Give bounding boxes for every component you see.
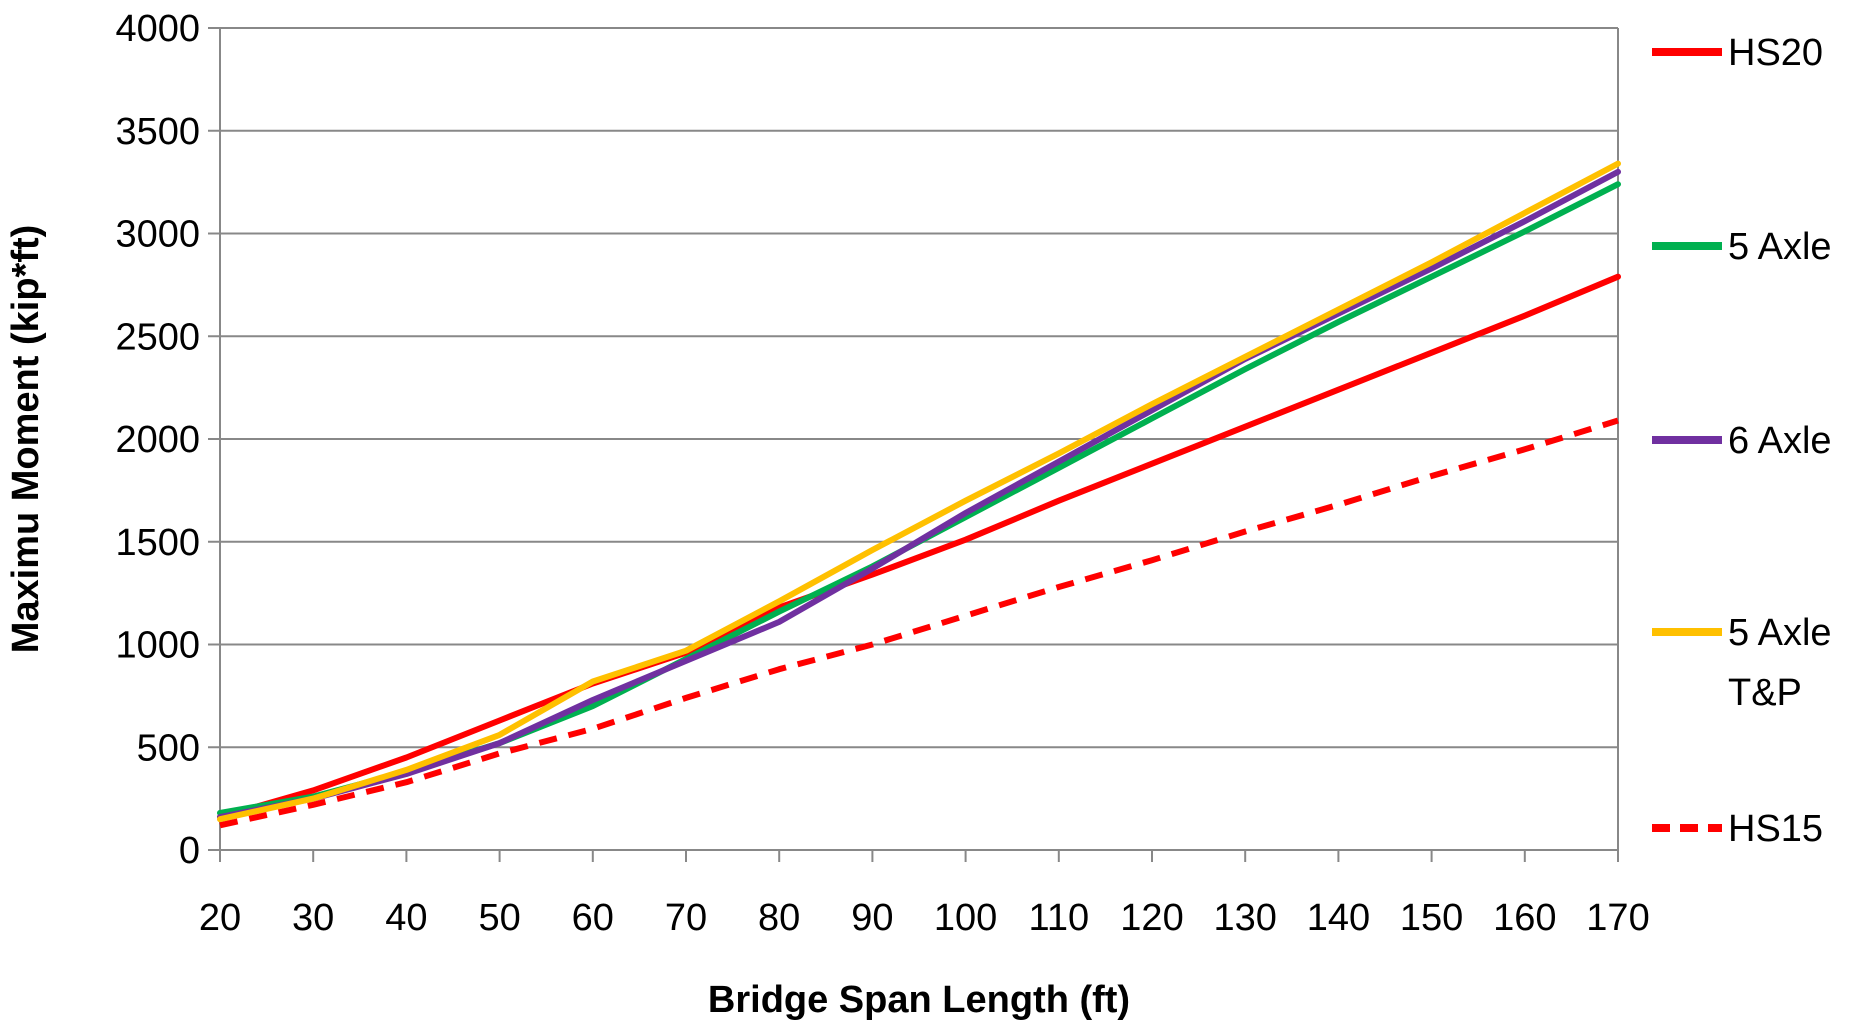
y-tick-label: 3500 — [115, 111, 200, 153]
gridlines — [220, 27, 1618, 851]
axes — [208, 27, 1619, 862]
x-tick-label: 60 — [572, 897, 614, 939]
legend-label-line: 5 Axle — [1728, 612, 1832, 654]
legend-label: 5 Axle — [1728, 226, 1832, 268]
x-axis-title: Bridge Span Length (ft) — [708, 979, 1130, 1021]
legend-label: 6 Axle — [1728, 420, 1832, 462]
x-tick-label: 20 — [199, 897, 241, 939]
legend-label: HS15 — [1728, 808, 1823, 850]
x-tick-label: 80 — [758, 897, 800, 939]
legend-label: HS20 — [1728, 32, 1823, 74]
x-tick-label: 50 — [478, 897, 520, 939]
x-tick-label: 40 — [385, 897, 427, 939]
x-tick-labels: 20 30 40 50 60 70 80 90 100 110 120 130 140 150 160 170 — [199, 897, 1650, 939]
legend: HS20 5 Axle 6 Axle 5 Axle T&P HS15 — [1652, 32, 1832, 850]
y-tick-label: 500 — [137, 727, 200, 769]
y-tick-label: 2000 — [115, 419, 200, 461]
series-line-5-axle-t-p — [217, 160, 1621, 823]
x-tick-label: 170 — [1586, 897, 1649, 939]
x-tick-label: 30 — [292, 897, 334, 939]
x-tick-label: 70 — [665, 897, 707, 939]
x-tick-label: 100 — [934, 897, 997, 939]
y-tick-label: 4000 — [115, 8, 200, 50]
series-lines — [217, 160, 1621, 829]
y-tick-labels: 0 500 1000 1500 2000 2500 3000 3500 4000 — [115, 8, 200, 872]
x-tick-label: 160 — [1493, 897, 1556, 939]
series-line-hs20 — [217, 273, 1621, 821]
x-tick-label: 140 — [1307, 897, 1370, 939]
y-tick-label: 2500 — [115, 316, 200, 358]
y-tick-label: 3000 — [115, 214, 200, 256]
legend-label: 5 Axle T&P — [1728, 612, 1832, 714]
y-axis-title: Maximu Moment (kip*ft) — [5, 225, 47, 654]
y-tick-label: 1000 — [115, 625, 200, 667]
legend-label-line: T&P — [1728, 672, 1802, 714]
series-line-hs15 — [219, 417, 1619, 829]
x-tick-label: 120 — [1120, 897, 1183, 939]
x-tick-label: 90 — [851, 897, 893, 939]
y-tick-label: 0 — [179, 830, 200, 872]
series-line-6-axle — [217, 168, 1621, 821]
x-tick-label: 150 — [1400, 897, 1463, 939]
y-tick-label: 1500 — [115, 522, 200, 564]
x-tick-label: 130 — [1213, 897, 1276, 939]
x-tick-label: 110 — [1029, 897, 1090, 939]
